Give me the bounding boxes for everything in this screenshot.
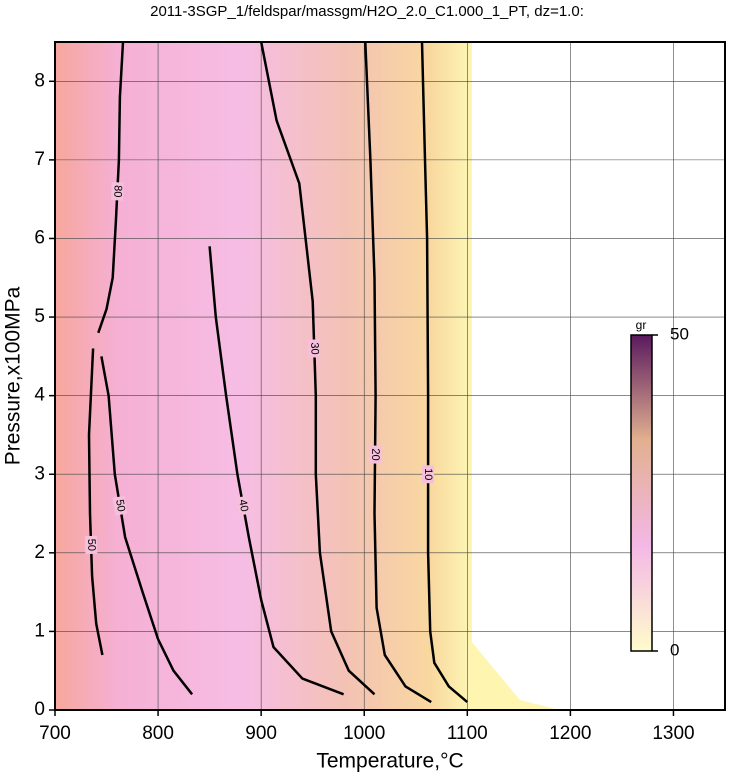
x-tick-label: 1200 [549,723,591,744]
contour-line [100,356,194,696]
x-tick-label: 1300 [652,723,694,744]
y-tick-label: 0 [34,699,45,720]
y-tick-label: 1 [34,620,45,641]
contour-label-bg [307,339,321,358]
y-axis-label: Pressure,x100MPa [2,286,25,465]
contour-label: 30 [308,342,320,355]
x-tick-label: 900 [245,723,277,744]
contour-label: 80 [111,185,124,198]
contour-line [259,41,376,696]
x-axis-label: Temperature,°C [316,750,463,773]
y-tick-label: 4 [34,385,45,406]
contour-label: 20 [369,448,381,460]
x-tick-label: 800 [142,723,174,744]
contour-label: 10 [422,468,434,480]
colorbar [630,334,653,652]
contour-label-bg [422,465,435,484]
contour-line [364,41,432,704]
colorbar-tick-label: 0 [670,640,679,659]
contour-line [97,41,125,334]
y-tick-label: 3 [34,463,45,484]
contour-label-bg [84,535,98,555]
contour-label-bg [112,495,128,516]
colorbar-tick-label: 50 [670,324,689,343]
contour-label: 40 [236,499,250,513]
x-tick-label: 700 [39,723,71,744]
contour-label-bg [110,182,124,201]
contour-label: 50 [85,539,97,552]
contour-line [420,41,469,704]
y-tick-label: 7 [34,149,45,170]
y-tick-label: 6 [34,227,45,248]
chart-title: 2011-3SGP_1/feldspar/massgm/H2O_2.0_C1.0… [150,3,584,20]
contour-label-bg [368,445,382,464]
y-tick-label: 8 [34,70,45,91]
contour-fill [55,42,472,710]
x-tick-label: 1000 [343,723,385,744]
contour-label-bg [235,495,251,516]
contour-label: 50 [113,499,127,513]
contour-line [208,246,345,696]
contour-fill [470,640,560,710]
x-tick-label: 1100 [447,723,488,744]
colorbar-label: gr [636,318,647,332]
y-tick-label: 2 [34,542,45,563]
plot-frame [54,41,726,711]
y-tick-label: 5 [34,306,45,327]
